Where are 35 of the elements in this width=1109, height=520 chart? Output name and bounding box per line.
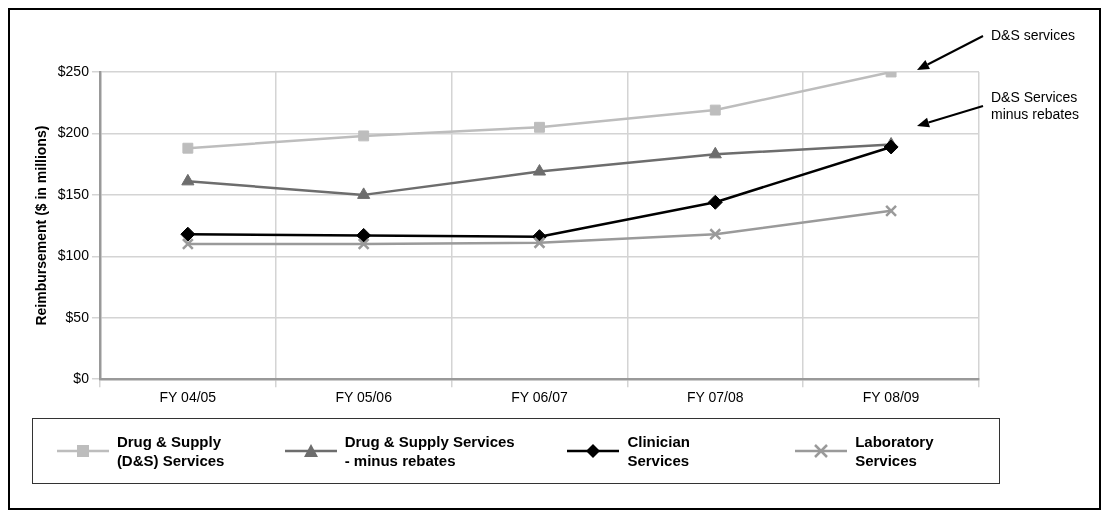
point [357, 187, 371, 199]
point [357, 237, 370, 251]
point [182, 142, 194, 154]
legend-label: Drug & Supply (D&S) Services [116, 432, 226, 470]
point [884, 204, 898, 218]
y-tick-label: $200 [57, 124, 90, 141]
text: D&S services [991, 26, 1076, 43]
legend-label: Laboratory Services [855, 432, 935, 470]
x-tick-label: FY 08/09 [862, 389, 920, 406]
text: D&S Services minus rebates [991, 88, 1079, 122]
y-axis-title: Reimbursement ($ in millions) [33, 125, 50, 326]
point [180, 226, 196, 242]
x-tick-label: FY 04/05 [159, 389, 217, 406]
point [358, 130, 370, 142]
y-tick-label: $250 [57, 62, 90, 79]
point [532, 164, 547, 176]
legend-label: Clinician Services [627, 432, 691, 470]
y-tick-label: $100 [57, 247, 90, 264]
y-tick-label: $50 [65, 308, 90, 325]
x-tick-label: FY 06/07 [511, 389, 568, 406]
point [709, 228, 722, 241]
y-tick-label: $150 [57, 185, 90, 202]
point [708, 146, 722, 159]
point [356, 227, 372, 243]
point [709, 104, 721, 116]
point [883, 139, 899, 155]
y-tick-label: $0 [73, 370, 90, 387]
point [533, 236, 546, 249]
point [534, 121, 545, 133]
x-tick-label: FY 05/06 [335, 389, 393, 406]
legend-label: Drug & Supply Services - minus rebates [344, 432, 516, 470]
x-tick-label: FY 07/08 [687, 389, 744, 406]
point [707, 194, 723, 210]
point [181, 173, 195, 186]
point [181, 237, 195, 251]
